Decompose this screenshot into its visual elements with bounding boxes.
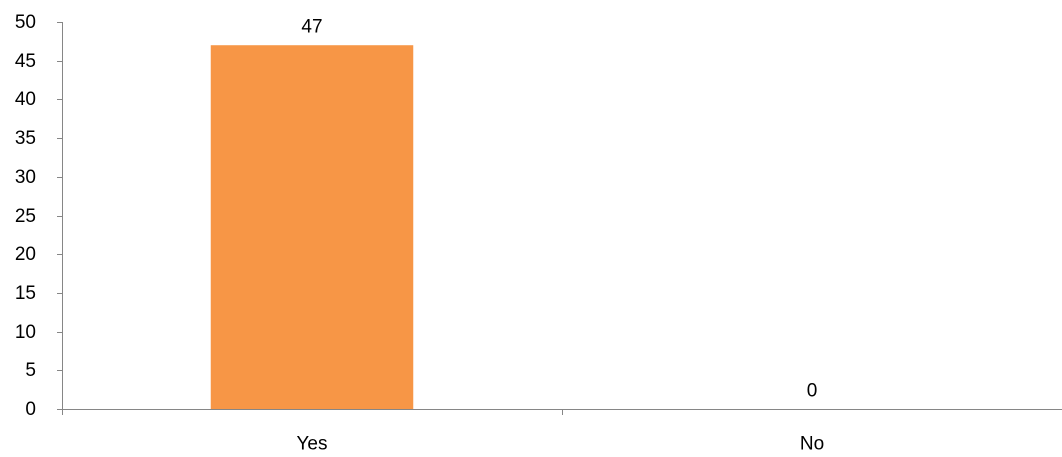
bar-yes: [210, 45, 414, 409]
data-label-no: 0: [807, 381, 818, 402]
y-tick-label: 25: [15, 206, 36, 227]
y-tick-label: 15: [15, 283, 36, 304]
x-axis-ticks: Yes No: [62, 409, 824, 455]
x-tick-label-yes: Yes: [297, 434, 328, 455]
data-label-yes: 47: [301, 17, 322, 38]
y-tick-label: 20: [15, 244, 36, 265]
y-tick-label: 0: [25, 399, 36, 420]
y-tick-label: 50: [15, 12, 36, 33]
y-tick-label: 10: [15, 322, 36, 343]
x-tick-label-no: No: [800, 434, 824, 455]
bars: [210, 45, 414, 409]
y-tick-label: 35: [15, 128, 36, 149]
y-tick-label: 40: [15, 89, 36, 110]
y-axis-ticks: 0 5 10 15 20 25 30 35 40 45 50: [15, 12, 62, 420]
data-labels: 47 0: [301, 17, 817, 402]
y-tick-label: 30: [15, 167, 36, 188]
y-tick-label: 5: [25, 360, 36, 381]
y-tick-label: 45: [15, 51, 36, 72]
